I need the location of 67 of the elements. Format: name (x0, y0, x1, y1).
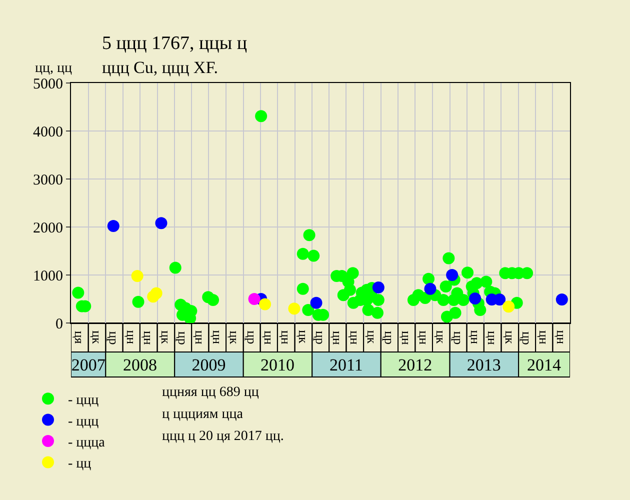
text: цн (347, 330, 362, 345)
point (372, 281, 384, 294)
text: цн (485, 330, 500, 345)
text: цр (450, 331, 466, 345)
y-axis-title: цц, цц (35, 61, 72, 76)
point (131, 270, 144, 282)
text: ццц ц 20 ця 2017 цц. (162, 429, 284, 444)
text: цк (502, 330, 518, 345)
point (248, 293, 260, 305)
text: цр (176, 331, 191, 345)
legend-label: - ццц (68, 393, 100, 408)
x-tick-label: 2011 (330, 355, 363, 374)
text: цр (106, 331, 122, 345)
point (155, 217, 168, 230)
text: цн (554, 330, 569, 344)
y-tick-label: 1000 (33, 268, 63, 284)
point (469, 292, 482, 305)
text: цк (158, 330, 174, 345)
point (288, 302, 300, 315)
text: цн (261, 330, 276, 345)
text: цр (520, 331, 535, 345)
text: цк (90, 330, 104, 344)
chart-subtitle: ццц Cu, ццц XF. (102, 58, 218, 77)
legend-label: - цц (68, 456, 92, 472)
text: ця (72, 330, 88, 344)
point (424, 282, 436, 295)
x-tick-label: 2008 (122, 355, 157, 374)
point (259, 298, 272, 310)
y-tick-label: 5000 (33, 76, 63, 92)
x-tick-label: 2007 (71, 355, 106, 374)
point (107, 220, 120, 232)
text: ц ццциям цца (162, 407, 244, 422)
text: цк (364, 330, 380, 344)
text: цн (468, 330, 483, 344)
text: цн (536, 330, 552, 344)
point (446, 269, 458, 281)
text: цк (296, 330, 311, 344)
text: цк (434, 330, 449, 344)
text: цр (313, 330, 328, 344)
x-tick-label: 2013 (466, 355, 501, 374)
text: цн (192, 330, 208, 344)
legend-label: - ццц (68, 414, 100, 430)
x-tick-label: 2010 (260, 355, 294, 374)
text: цн (399, 330, 414, 345)
text: цн (330, 330, 346, 345)
text: цн (278, 330, 294, 344)
text: ццняя цц 689 цц (162, 385, 260, 400)
chart-title: 5 ццц 1767, ццы ц (102, 33, 248, 54)
x-tick-label: 2012 (398, 355, 432, 374)
text: цр (382, 331, 397, 345)
x-tick-label: 2009 (192, 355, 226, 374)
point (310, 296, 322, 309)
x-tick-label: 2014 (527, 355, 562, 374)
y-tick-label: 3000 (33, 172, 63, 188)
point (150, 287, 162, 300)
text: цн (141, 330, 156, 345)
y-tick-label: 2000 (33, 220, 63, 236)
text: цн (416, 330, 432, 345)
point (502, 300, 515, 313)
text: цн (210, 330, 225, 344)
y-tick-label: 4000 (33, 124, 63, 140)
legend-label: - цццa (68, 435, 106, 450)
text: цн (124, 330, 139, 344)
point (556, 293, 568, 306)
text: цр (244, 330, 260, 344)
y-tick-label: 0 (56, 316, 63, 332)
text: цк (227, 330, 242, 345)
